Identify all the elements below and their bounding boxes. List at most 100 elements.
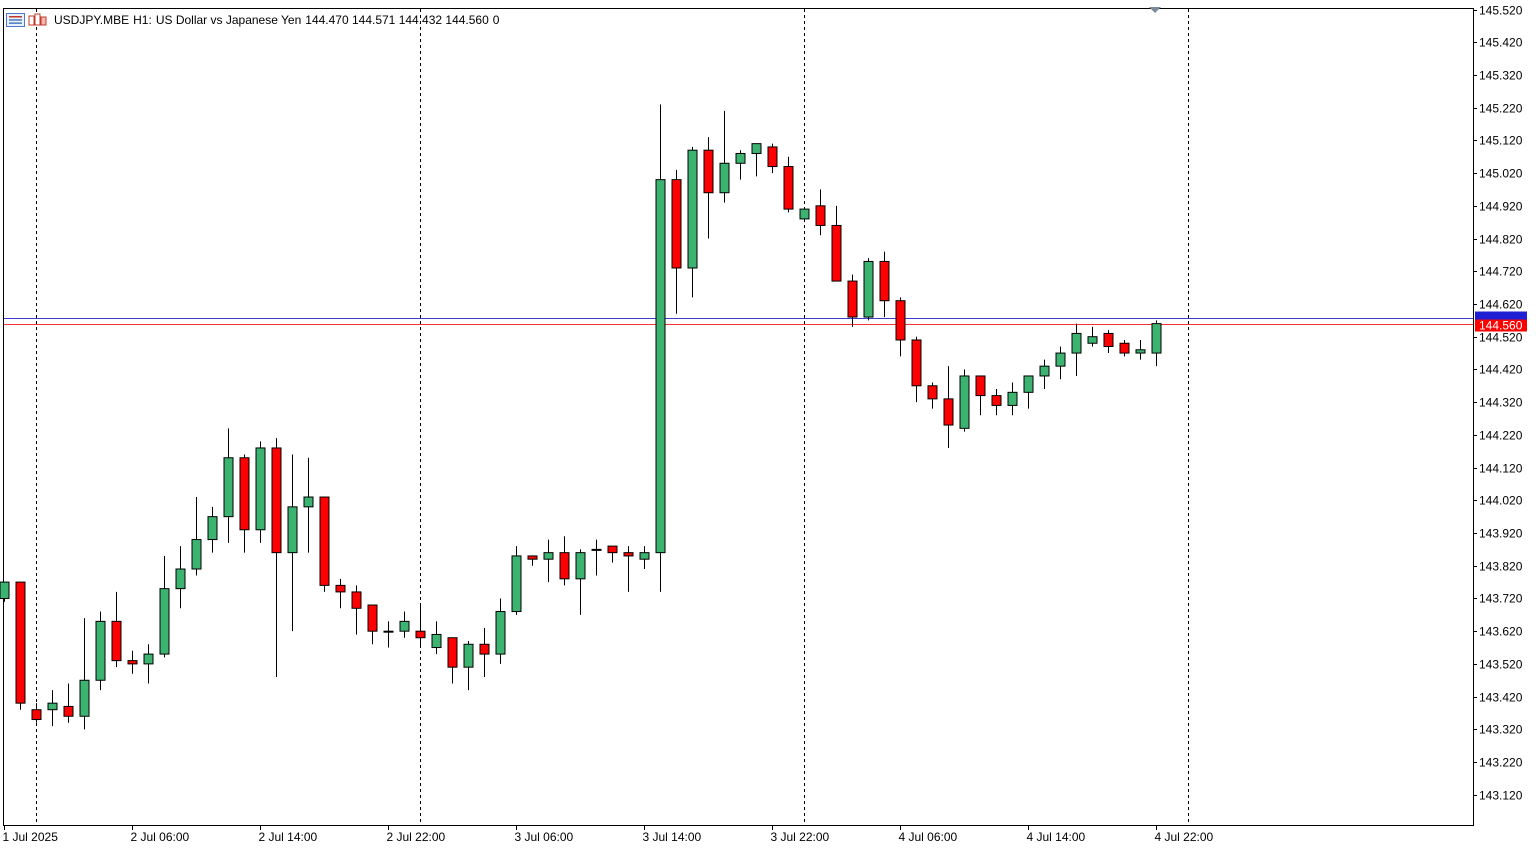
candle[interactable] (159, 555, 170, 658)
one-click-trading-icon[interactable] (28, 13, 47, 27)
candle[interactable] (671, 169, 682, 314)
candle[interactable] (767, 143, 778, 174)
candle[interactable] (719, 110, 730, 203)
candle[interactable] (975, 375, 986, 416)
candle[interactable] (815, 189, 826, 236)
candle[interactable] (351, 585, 362, 635)
candle[interactable] (415, 605, 426, 648)
price-tick-label: 143.720 (1479, 592, 1523, 606)
candle[interactable] (751, 143, 762, 177)
price-axis[interactable]: 145.520 145.420 145.320 145.220 145.120 145.0… (1473, 4, 1523, 803)
candle[interactable] (239, 454, 250, 553)
candle[interactable] (895, 297, 906, 357)
candle[interactable] (943, 366, 954, 448)
list-icon[interactable] (6, 13, 25, 27)
candle[interactable] (687, 146, 698, 298)
chart-shift-marker[interactable] (1149, 7, 1161, 13)
candle[interactable] (15, 581, 26, 710)
candle-body-bull (735, 152, 746, 164)
candle[interactable] (1023, 375, 1034, 409)
candle[interactable] (735, 150, 746, 180)
candle[interactable] (863, 258, 874, 321)
price-tick-label: 143.920 (1479, 527, 1523, 541)
candle[interactable] (703, 137, 714, 239)
candle[interactable] (367, 604, 378, 645)
candle[interactable] (207, 506, 218, 553)
price-tick-label: 143.420 (1479, 691, 1523, 705)
candle[interactable] (111, 591, 122, 668)
candle[interactable] (527, 555, 538, 566)
candle[interactable] (255, 441, 266, 543)
candle[interactable] (79, 618, 90, 730)
candle[interactable] (319, 496, 330, 592)
candle[interactable] (623, 546, 634, 592)
candle[interactable] (335, 578, 346, 609)
candle[interactable] (639, 546, 650, 570)
candle[interactable] (127, 650, 138, 674)
candle[interactable] (1039, 359, 1050, 390)
candle[interactable] (495, 598, 506, 664)
candle[interactable] (799, 208, 810, 223)
candle-body-bear (319, 496, 330, 586)
candle[interactable] (31, 703, 42, 723)
candle[interactable] (191, 497, 202, 576)
candle[interactable] (591, 539, 602, 576)
candle-body-bear (671, 179, 682, 269)
candle[interactable] (0, 581, 10, 602)
candle[interactable] (607, 545, 618, 563)
candle[interactable] (399, 611, 410, 638)
candle[interactable] (1007, 382, 1018, 416)
price-tick-label: 144.520 (1479, 331, 1523, 345)
candle[interactable] (447, 637, 458, 684)
candle[interactable] (63, 683, 74, 723)
time-axis[interactable]: 1 Jul 2025 2 Jul 06:00 2 Jul 14:00 2 Jul 22… (3, 825, 1214, 844)
candle-body-bear (815, 205, 826, 226)
candle[interactable] (559, 536, 570, 586)
candle[interactable] (1135, 339, 1146, 360)
candle[interactable] (1071, 323, 1082, 376)
candle-body-bull (1039, 365, 1050, 377)
candle[interactable] (991, 389, 1002, 416)
candle[interactable] (479, 627, 490, 677)
candle[interactable] (431, 621, 442, 655)
candle[interactable] (143, 644, 154, 684)
candle-body-bull (303, 496, 314, 508)
candle[interactable] (1087, 326, 1098, 347)
candle[interactable] (287, 454, 298, 632)
candle[interactable] (831, 205, 842, 282)
candle-body-bear (847, 280, 858, 318)
price-tick-label: 145.220 (1479, 102, 1523, 116)
candle[interactable] (47, 690, 58, 727)
candle[interactable] (959, 369, 970, 432)
candle[interactable] (223, 428, 234, 543)
candle[interactable] (783, 156, 794, 213)
candle[interactable] (1119, 339, 1130, 357)
candle[interactable] (543, 539, 554, 583)
candle[interactable] (175, 546, 186, 609)
candle[interactable] (879, 251, 890, 318)
candle[interactable] (927, 382, 938, 409)
candle[interactable] (847, 274, 858, 327)
candle[interactable] (511, 546, 522, 615)
price-tick-label: 143.620 (1479, 625, 1523, 639)
candle[interactable] (303, 457, 314, 553)
candle[interactable] (575, 549, 586, 615)
candle[interactable] (463, 640, 474, 691)
candle-body-bear (943, 398, 954, 426)
candle[interactable] (271, 438, 282, 677)
candle[interactable] (1151, 320, 1162, 367)
candle-body-bear (927, 385, 938, 400)
candle[interactable] (655, 104, 666, 592)
candles[interactable] (0, 104, 1162, 730)
candle[interactable] (1055, 346, 1066, 380)
plot-frame (3, 8, 1474, 826)
price-tick-label: 143.320 (1479, 723, 1523, 737)
candle[interactable] (383, 621, 394, 648)
candle[interactable] (911, 336, 922, 403)
candle[interactable] (1103, 330, 1114, 354)
time-tick-label: 4 Jul 14:00 (1027, 830, 1086, 844)
candle[interactable] (95, 611, 106, 691)
price-tick-label: 144.220 (1479, 429, 1523, 443)
